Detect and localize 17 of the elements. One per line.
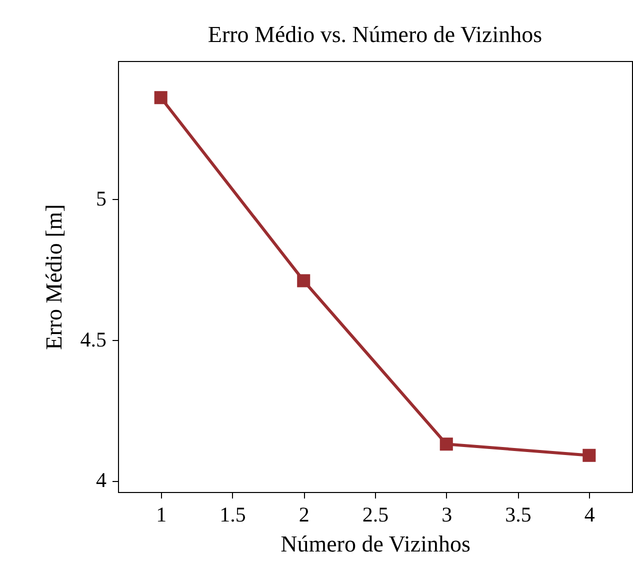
x-tick-label: 4 — [584, 502, 596, 526]
x-tick-label: 3 — [442, 502, 452, 526]
x-tick-label: 1 — [156, 502, 167, 526]
point — [297, 274, 310, 288]
x-tick-label: 3.5 — [505, 502, 532, 526]
point — [582, 448, 596, 462]
point — [440, 438, 453, 451]
x-axis-title: Número de Vizinhos — [280, 532, 470, 556]
y-tick-label: 4.5 — [80, 327, 106, 352]
x-tick-label: 2 — [298, 502, 310, 526]
chart-title: Erro Médio vs. Número de Vizinhos — [208, 22, 542, 47]
y-tick-label: 5 — [96, 186, 106, 211]
x-tick-label: 1.5 — [220, 502, 246, 526]
point — [154, 91, 168, 104]
y-tick-label: 4 — [96, 468, 107, 492]
x-tick-label: 2.5 — [362, 502, 389, 526]
y-axis-title: Erro Médio [m] — [41, 204, 66, 350]
